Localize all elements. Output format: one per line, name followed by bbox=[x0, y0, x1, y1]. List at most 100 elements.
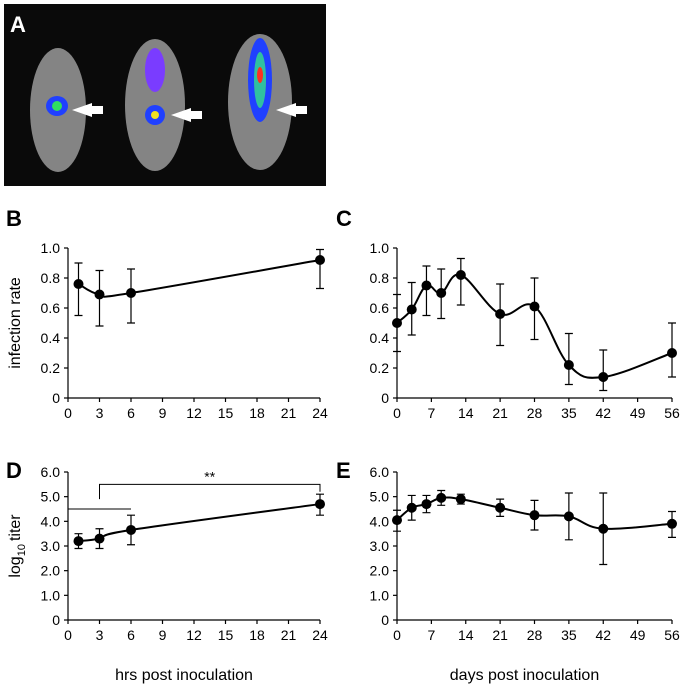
x-tick-label: 3 bbox=[96, 405, 104, 421]
x-tick-label: 14 bbox=[458, 405, 474, 421]
y-tick-label: 0.6 bbox=[41, 300, 61, 316]
y-tick-label: 0 bbox=[381, 612, 389, 628]
panel-label: A bbox=[10, 12, 26, 37]
panel-a-image: A bbox=[4, 4, 326, 186]
panel-label: D bbox=[6, 458, 22, 483]
y-tick-label: 0.8 bbox=[370, 270, 390, 286]
x-tick-label: 21 bbox=[281, 405, 297, 421]
data-point bbox=[455, 494, 466, 505]
y-tick-label: 0.4 bbox=[41, 330, 61, 346]
y-axis-label-part: log bbox=[7, 556, 24, 577]
x-tick-label: 24 bbox=[312, 405, 328, 421]
x-tick-label: 14 bbox=[458, 627, 474, 643]
x-tick-label: 15 bbox=[218, 405, 234, 421]
error-bar bbox=[456, 257, 465, 306]
x-tick-label: 21 bbox=[281, 627, 297, 643]
y-tick-label: 4.0 bbox=[41, 513, 61, 529]
x-tick-label: 42 bbox=[595, 627, 611, 643]
x-tick-label: 9 bbox=[159, 405, 167, 421]
y-tick-label: 0.4 bbox=[370, 330, 390, 346]
data-point bbox=[392, 318, 402, 328]
y-axis-label-subscript: 10 bbox=[16, 544, 28, 556]
y-tick-label: 4.0 bbox=[370, 513, 390, 529]
y-tick-label: 3.0 bbox=[370, 538, 390, 554]
y-tick-label: 1.0 bbox=[41, 240, 61, 256]
x-tick-label: 0 bbox=[393, 405, 401, 421]
data-point bbox=[436, 288, 447, 298]
arrow bbox=[171, 108, 202, 122]
x-tick-label: 49 bbox=[630, 627, 646, 643]
error-bar bbox=[564, 332, 573, 386]
x-tick-label: 7 bbox=[427, 405, 435, 421]
arrow bbox=[276, 103, 307, 117]
data-point bbox=[667, 518, 677, 529]
error-bar bbox=[74, 262, 83, 317]
data-point bbox=[529, 301, 540, 312]
x-tick-label: 15 bbox=[218, 627, 234, 643]
signal bbox=[257, 67, 263, 83]
x-tick-label: 35 bbox=[561, 627, 577, 643]
x-tick-label: 9 bbox=[159, 627, 167, 643]
y-tick-label: 0.2 bbox=[41, 360, 61, 376]
data-point bbox=[73, 279, 84, 289]
x-tick-label: 42 bbox=[595, 405, 611, 421]
x-axis-label: hrs post inoculation bbox=[115, 667, 253, 684]
data-point bbox=[529, 510, 540, 521]
data-point bbox=[406, 502, 417, 513]
y-tick-label: 2.0 bbox=[41, 563, 61, 579]
x-tick-label: 12 bbox=[186, 627, 202, 643]
y-axis-label: infection rate bbox=[7, 277, 24, 369]
y-axis-label-part: titer bbox=[7, 514, 24, 541]
panel-label: C bbox=[336, 206, 352, 231]
series-line bbox=[396, 496, 673, 530]
x-tick-label: 18 bbox=[249, 627, 265, 643]
data-point bbox=[563, 360, 574, 370]
data-point bbox=[73, 536, 84, 547]
y-tick-label: 1.0 bbox=[41, 587, 61, 603]
x-tick-label: 0 bbox=[64, 627, 72, 643]
x-tick-label: 56 bbox=[664, 627, 680, 643]
data-point bbox=[436, 492, 447, 503]
series-line bbox=[78, 259, 321, 298]
significance-bracket bbox=[99, 483, 321, 500]
arrow bbox=[72, 103, 103, 117]
data-point bbox=[563, 511, 574, 522]
data-point bbox=[598, 372, 609, 382]
y-tick-label: 0.8 bbox=[41, 270, 61, 286]
panel-label: B bbox=[6, 206, 22, 231]
error-bar bbox=[599, 349, 608, 392]
x-tick-label: 28 bbox=[527, 627, 543, 643]
data-point bbox=[667, 348, 677, 358]
significance-annotation: ** bbox=[204, 468, 215, 484]
data-point bbox=[455, 270, 466, 280]
y-tick-label: 1.0 bbox=[370, 240, 390, 256]
signal bbox=[52, 101, 62, 111]
y-tick-label: 1.0 bbox=[370, 587, 390, 603]
x-tick-label: 0 bbox=[64, 405, 72, 421]
signal bbox=[145, 48, 165, 92]
y-tick-label: 0 bbox=[381, 390, 389, 406]
y-tick-label: 2.0 bbox=[370, 563, 390, 579]
x-tick-label: 6 bbox=[127, 405, 135, 421]
y-tick-label: 0 bbox=[52, 390, 60, 406]
data-point bbox=[126, 524, 136, 535]
data-point bbox=[392, 515, 402, 526]
x-tick-label: 18 bbox=[249, 405, 265, 421]
x-tick-label: 35 bbox=[561, 405, 577, 421]
x-tick-label: 0 bbox=[393, 627, 401, 643]
data-point bbox=[94, 289, 105, 300]
data-point bbox=[94, 533, 105, 544]
y-tick-label: 0 bbox=[52, 612, 60, 628]
data-point bbox=[598, 523, 609, 534]
error-bar bbox=[422, 265, 431, 317]
y-axis-label: log10 titer bbox=[7, 514, 28, 578]
x-tick-label: 21 bbox=[492, 627, 508, 643]
x-axis-label: days post inoculation bbox=[450, 667, 599, 684]
y-tick-label: 6.0 bbox=[41, 464, 61, 480]
y-tick-label: 6.0 bbox=[370, 464, 390, 480]
data-point bbox=[406, 304, 417, 315]
y-tick-label: 0.2 bbox=[370, 360, 390, 376]
y-tick-label: 5.0 bbox=[41, 489, 61, 505]
data-point bbox=[126, 288, 136, 298]
data-point bbox=[421, 280, 432, 291]
